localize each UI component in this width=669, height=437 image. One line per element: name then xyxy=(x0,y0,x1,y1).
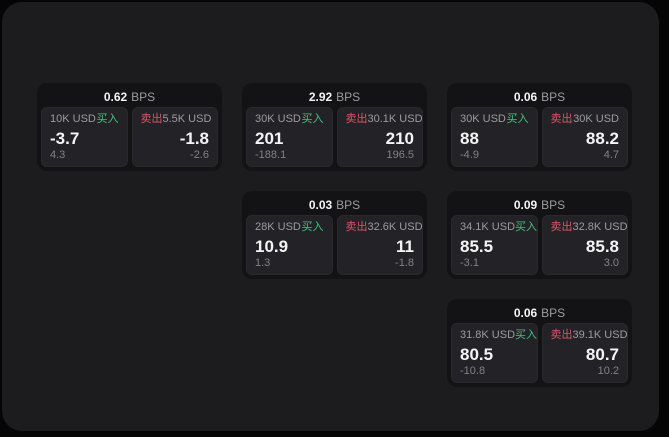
sell-tile[interactable]: 卖出 32.6K USD 11 -1.8 xyxy=(336,215,423,275)
buy-tile[interactable]: 30K USD 买入 201 -188.1 xyxy=(246,107,333,167)
sell-tile[interactable]: 卖出 30K USD 88.2 4.7 xyxy=(541,107,628,167)
buy-side-label: 买入 xyxy=(515,329,538,341)
buy-amount: 31.8K USD xyxy=(460,329,516,341)
sell-tile[interactable]: 卖出 30.1K USD 210 196.5 xyxy=(336,107,423,167)
sell-amount: 39.1K USD xyxy=(572,329,628,341)
sell-amount: 5.5K USD xyxy=(162,113,212,125)
buy-amount: 34.1K USD xyxy=(460,221,516,233)
sell-sub-value: 3.0 xyxy=(603,257,619,269)
bps-unit-label: BPS xyxy=(541,306,566,320)
quote-tiles: 30K USD 买入 201 -188.1 卖出 30.1K USD 210 1… xyxy=(246,107,423,167)
sell-amount: 32.8K USD xyxy=(572,221,628,233)
sell-sub-value: 10.2 xyxy=(597,365,619,377)
sell-sub-value: -2.6 xyxy=(190,149,209,161)
sell-price: 11 xyxy=(396,237,414,256)
bps-value: 0.03 xyxy=(308,198,333,212)
quote-tiles: 28K USD 买入 10.9 1.3 卖出 32.6K USD 11 -1.8 xyxy=(246,215,423,275)
sell-price: 80.7 xyxy=(585,345,619,364)
sell-price: 88.2 xyxy=(585,129,619,148)
quote-card: 0.09 BPS 34.1K USD 买入 85.5 -3.1 卖出 32.8K … xyxy=(447,191,632,279)
buy-price: 85.5 xyxy=(460,237,494,256)
sell-price: 210 xyxy=(385,129,414,148)
quote-card: 0.03 BPS 28K USD 买入 10.9 1.3 卖出 32.6K USD… xyxy=(242,191,427,279)
buy-tile[interactable]: 28K USD 买入 10.9 1.3 xyxy=(246,215,333,275)
quote-card: 0.62 BPS 10K USD 买入 -3.7 4.3 卖出 5.5K USD … xyxy=(37,83,222,171)
card-header: 2.92 BPS xyxy=(246,87,423,107)
sell-amount: 30.1K USD xyxy=(367,113,423,125)
buy-sub-value: -10.8 xyxy=(460,365,486,377)
buy-amount: 28K USD xyxy=(255,221,301,233)
card-header: 0.03 BPS xyxy=(246,195,423,215)
quotes-panel: 0.62 BPS 10K USD 买入 -3.7 4.3 卖出 5.5K USD … xyxy=(2,2,659,431)
quote-tiles: 34.1K USD 买入 85.5 -3.1 卖出 32.8K USD 85.8… xyxy=(451,215,628,275)
bps-value: 0.09 xyxy=(513,198,538,212)
card-header: 0.09 BPS xyxy=(451,195,628,215)
buy-tile[interactable]: 30K USD 买入 88 -4.9 xyxy=(451,107,538,167)
sell-side-label: 卖出 xyxy=(345,221,368,233)
buy-side-label: 买入 xyxy=(301,221,324,233)
bps-unit-label: BPS xyxy=(541,90,566,104)
bps-unit-label: BPS xyxy=(336,198,361,212)
bps-value: 0.06 xyxy=(513,306,538,320)
sell-tile[interactable]: 卖出 5.5K USD -1.8 -2.6 xyxy=(131,107,218,167)
buy-side-label: 买入 xyxy=(515,221,538,233)
bps-unit-label: BPS xyxy=(336,90,361,104)
buy-amount: 30K USD xyxy=(255,113,301,125)
buy-price: 201 xyxy=(255,129,284,148)
bps-unit-label: BPS xyxy=(541,198,566,212)
buy-price: 88 xyxy=(460,129,479,148)
buy-amount: 10K USD xyxy=(50,113,96,125)
buy-side-label: 买入 xyxy=(301,113,324,125)
sell-side-label: 卖出 xyxy=(345,113,368,125)
sell-tile[interactable]: 卖出 39.1K USD 80.7 10.2 xyxy=(541,323,628,383)
buy-sub-value: 4.3 xyxy=(50,149,66,161)
buy-amount: 30K USD xyxy=(460,113,506,125)
buy-tile[interactable]: 31.8K USD 买入 80.5 -10.8 xyxy=(451,323,538,383)
sell-price: -1.8 xyxy=(179,129,209,148)
sell-tile[interactable]: 卖出 32.8K USD 85.8 3.0 xyxy=(541,215,628,275)
quote-tiles: 10K USD 买入 -3.7 4.3 卖出 5.5K USD -1.8 -2.… xyxy=(41,107,218,167)
quote-tiles: 31.8K USD 买入 80.5 -10.8 卖出 39.1K USD 80.… xyxy=(451,323,628,383)
sell-sub-value: -1.8 xyxy=(395,257,414,269)
card-header: 0.06 BPS xyxy=(451,303,628,323)
buy-side-label: 买入 xyxy=(506,113,529,125)
quote-tiles: 30K USD 买入 88 -4.9 卖出 30K USD 88.2 4.7 xyxy=(451,107,628,167)
sell-side-label: 卖出 xyxy=(140,113,163,125)
buy-price: 80.5 xyxy=(460,345,494,364)
sell-side-label: 卖出 xyxy=(550,113,573,125)
quote-card: 0.06 BPS 31.8K USD 买入 80.5 -10.8 卖出 39.1K… xyxy=(447,299,632,387)
sell-amount: 30K USD xyxy=(573,113,619,125)
card-header: 0.06 BPS xyxy=(451,87,628,107)
sell-side-label: 卖出 xyxy=(550,221,573,233)
bps-unit-label: BPS xyxy=(131,90,156,104)
card-header: 0.62 BPS xyxy=(41,87,218,107)
bps-value: 2.92 xyxy=(308,90,333,104)
bps-value: 0.62 xyxy=(103,90,128,104)
sell-amount: 32.6K USD xyxy=(367,221,423,233)
buy-sub-value: -4.9 xyxy=(460,149,479,161)
sell-sub-value: 4.7 xyxy=(603,149,619,161)
bps-value: 0.06 xyxy=(513,90,538,104)
buy-price: -3.7 xyxy=(50,129,80,148)
quote-card: 0.06 BPS 30K USD 买入 88 -4.9 卖出 30K USD 88… xyxy=(447,83,632,171)
buy-tile[interactable]: 34.1K USD 买入 85.5 -3.1 xyxy=(451,215,538,275)
sell-side-label: 卖出 xyxy=(550,329,573,341)
buy-sub-value: 1.3 xyxy=(255,257,271,269)
sell-sub-value: 196.5 xyxy=(386,149,414,161)
quotes-grid: 0.62 BPS 10K USD 买入 -3.7 4.3 卖出 5.5K USD … xyxy=(37,83,632,387)
buy-tile[interactable]: 10K USD 买入 -3.7 4.3 xyxy=(41,107,128,167)
sell-price: 85.8 xyxy=(585,237,619,256)
quote-card: 2.92 BPS 30K USD 买入 201 -188.1 卖出 30.1K U… xyxy=(242,83,427,171)
buy-sub-value: -188.1 xyxy=(255,149,287,161)
buy-side-label: 买入 xyxy=(96,113,119,125)
buy-price: 10.9 xyxy=(255,237,289,256)
buy-sub-value: -3.1 xyxy=(460,257,479,269)
